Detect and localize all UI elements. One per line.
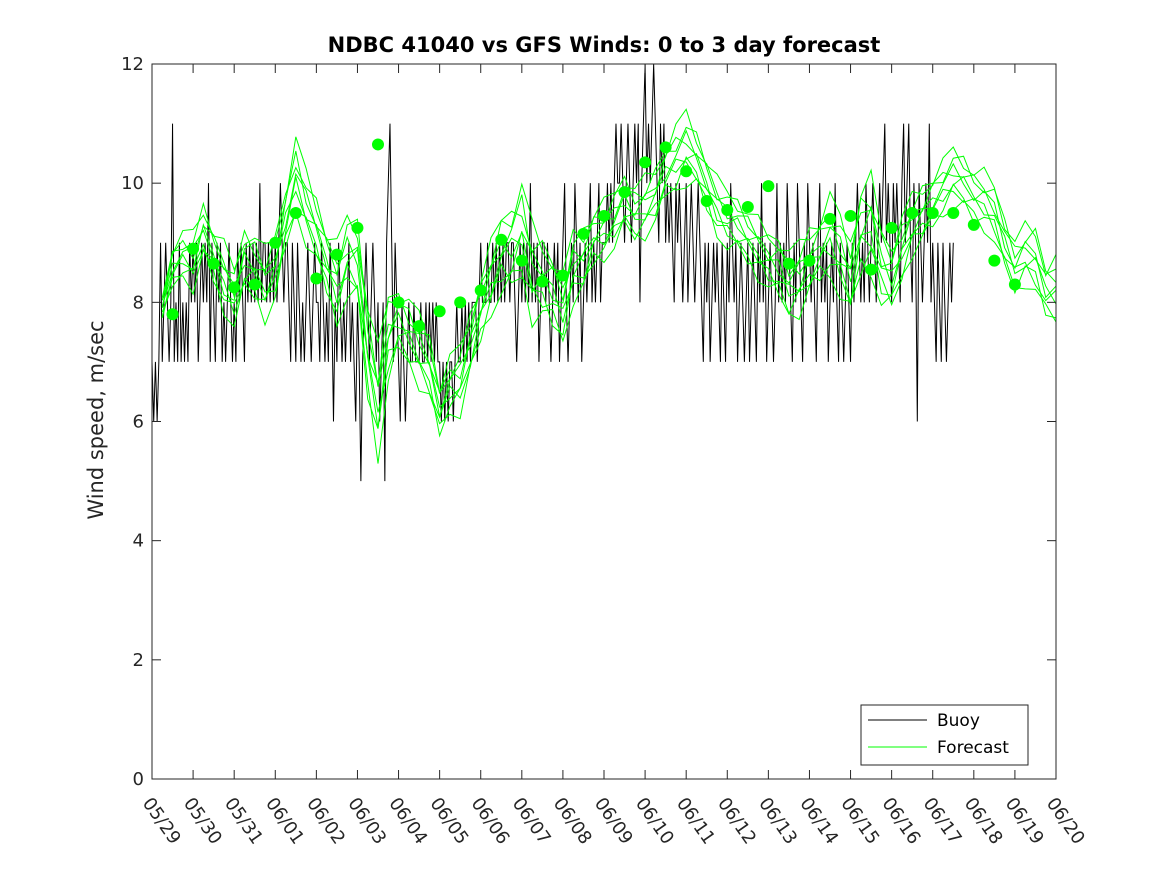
- y-tick-label: 12: [121, 54, 144, 75]
- x-tick-label: 06/14: [795, 794, 842, 849]
- forecast-marker: [536, 275, 549, 288]
- forecast-marker: [598, 209, 610, 222]
- forecast-marker: [187, 242, 200, 255]
- x-tick-label: 06/15: [836, 794, 883, 849]
- series-buoy-line: [151, 63, 954, 482]
- forecast-marker: [228, 281, 241, 294]
- forecast-marker: [289, 206, 302, 219]
- plot-frame: [151, 63, 1057, 780]
- x-tick-label: 06/13: [754, 794, 801, 849]
- y-tick-label: 2: [133, 650, 144, 671]
- x-tick-label: 06/01: [261, 794, 308, 849]
- y-tick-label: 8: [133, 292, 144, 313]
- x-tick-label: 06/04: [384, 794, 431, 849]
- x-tick-label: 06/17: [919, 794, 966, 849]
- forecast-marker: [865, 263, 878, 276]
- x-tick-label: 06/20: [1042, 794, 1089, 849]
- forecast-marker: [988, 254, 1001, 267]
- forecast-marker: [495, 233, 508, 246]
- forecast-marker: [947, 206, 960, 219]
- x-tick-label: 06/02: [302, 794, 349, 849]
- series-forecast-line-8: [161, 108, 1057, 394]
- x-tick-label: 05/30: [179, 794, 226, 849]
- x-tick-label: 05/29: [138, 794, 185, 849]
- legend-label-buoy: Buoy: [937, 711, 980, 731]
- y-tick-label: 10: [121, 173, 144, 194]
- y-tick-label: 4: [133, 531, 144, 552]
- forecast-marker: [967, 218, 980, 231]
- forecast-marker: [577, 227, 590, 240]
- legend: Buoy Forecast: [860, 704, 1029, 766]
- series-forecast-line-4: [161, 152, 1057, 429]
- x-tick-label: 06/11: [672, 794, 719, 849]
- forecast-marker: [310, 272, 323, 285]
- forecast-marker: [618, 186, 631, 199]
- forecast-marker: [372, 138, 384, 151]
- legend-label-forecast: Forecast: [937, 738, 1009, 758]
- forecast-marker: [824, 212, 836, 225]
- forecast-marker: [207, 257, 220, 270]
- series-forecast-line-7: [161, 126, 1057, 394]
- forecast-marker: [351, 221, 364, 234]
- series-forecast-line-1: [161, 177, 1057, 464]
- forecast-marker: [844, 209, 857, 222]
- chart-title: NDBC 41040 vs GFS Winds: 0 to 3 day fore…: [328, 33, 881, 57]
- forecast-marker: [906, 206, 919, 219]
- forecast-marker: [1008, 278, 1021, 291]
- forecast-marker: [639, 156, 652, 169]
- x-tick-label: 06/03: [343, 794, 390, 849]
- x-tick-label: 06/08: [549, 794, 596, 849]
- y-tick-label: 6: [133, 412, 144, 433]
- x-tick-label: 06/12: [713, 794, 760, 849]
- x-tick-label: 06/19: [1001, 794, 1048, 849]
- forecast-marker: [556, 269, 569, 282]
- series-forecast-line-2: [161, 155, 1057, 438]
- forecast-marker: [762, 180, 775, 193]
- forecast-marker: [803, 254, 816, 267]
- forecast-marker: [433, 305, 446, 318]
- y-axis: 0 2 4 6 8 10 12: [121, 54, 1056, 790]
- x-tick-label: 06/18: [960, 794, 1007, 849]
- plot-area: [151, 63, 1057, 482]
- forecast-marker: [392, 296, 405, 309]
- forecast-marker: [680, 165, 693, 178]
- forecast-marker: [515, 254, 528, 267]
- forecast-marker: [885, 221, 898, 234]
- y-tick-label: 0: [133, 769, 144, 790]
- x-tick-label: 06/06: [467, 794, 514, 849]
- series-forecast-line-3: [161, 158, 1057, 419]
- y-axis-label: Wind speed, m/sec: [84, 320, 108, 519]
- x-tick-label: 06/05: [426, 794, 473, 849]
- forecast-marker: [474, 284, 487, 297]
- x-tick-label: 05/31: [220, 794, 267, 849]
- x-tick-label: 06/07: [508, 794, 555, 849]
- forecast-marker: [700, 195, 713, 208]
- forecast-marker: [413, 320, 426, 333]
- forecast-marker: [330, 248, 343, 261]
- forecast-marker: [659, 141, 672, 154]
- forecast-marker: [721, 203, 734, 216]
- x-tick-label: 06/16: [878, 794, 925, 849]
- x-tick-label: 06/10: [631, 794, 678, 849]
- x-tick-label: 06/09: [590, 794, 637, 849]
- forecast-marker: [782, 257, 795, 270]
- forecast-marker: [926, 206, 939, 219]
- forecast-marker: [741, 201, 754, 213]
- forecast-marker: [248, 278, 261, 291]
- forecast-marker: [166, 308, 179, 321]
- forecast-marker: [454, 296, 467, 309]
- forecast-marker: [269, 236, 282, 249]
- legend-box: [860, 704, 1029, 766]
